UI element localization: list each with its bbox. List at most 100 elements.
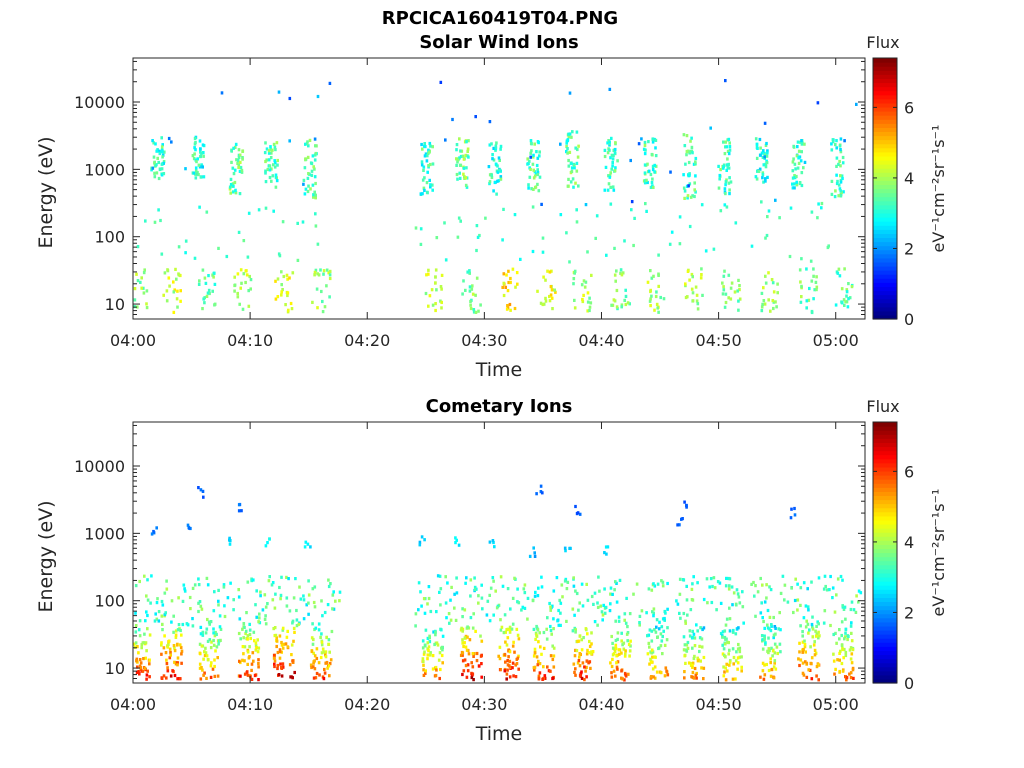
heatmap-cell <box>701 293 704 297</box>
heatmap-cell <box>810 279 814 283</box>
heatmap-cell <box>586 291 590 295</box>
heatmap-cell <box>855 102 858 106</box>
heatmap-cell <box>556 619 559 623</box>
heatmap-cell <box>584 669 587 673</box>
heatmap-cell <box>534 631 538 635</box>
colorbar-segment <box>873 168 897 173</box>
heatmap-cell <box>724 642 727 646</box>
colorbar-segment <box>873 560 897 566</box>
heatmap-cell <box>840 643 844 647</box>
heatmap-cell <box>605 552 608 556</box>
heatmap-cell <box>596 605 600 609</box>
heatmap-cell <box>652 611 655 615</box>
heatmap-cell <box>472 310 476 314</box>
y-axis-title: Energy (eV) <box>35 136 57 248</box>
heatmap-cell <box>651 140 655 144</box>
heatmap-cell <box>144 219 147 223</box>
heatmap-cell <box>536 594 540 598</box>
heatmap-cell <box>261 608 265 612</box>
heatmap-cell <box>668 242 672 246</box>
heatmap-cell <box>477 309 480 313</box>
heatmap-cell <box>815 632 819 636</box>
heatmap-cell <box>286 293 289 298</box>
heatmap-cell <box>270 151 273 155</box>
heatmap-cell <box>842 607 846 611</box>
heatmap-cell <box>582 636 585 640</box>
heatmap-cell <box>611 641 614 645</box>
heatmap-cell <box>440 653 444 658</box>
heatmap-cell <box>239 268 243 272</box>
heatmap-cell <box>169 674 173 678</box>
heatmap-cell <box>156 156 159 160</box>
heatmap-cell <box>604 605 608 609</box>
heatmap-cell <box>727 181 731 185</box>
heatmap-cell <box>422 165 426 169</box>
heatmap-cell <box>647 587 651 591</box>
heatmap-cell <box>205 654 209 658</box>
heatmap-cell <box>304 157 307 161</box>
heatmap-cell <box>320 640 324 644</box>
heatmap-cell <box>789 516 793 520</box>
heatmap-cell <box>813 648 817 652</box>
heatmap-cell <box>764 177 767 181</box>
heatmap-cell <box>581 661 585 665</box>
heatmap-cell <box>564 549 567 553</box>
heatmap-cell <box>437 658 441 662</box>
heatmap-cell <box>526 162 529 166</box>
heatmap-cell <box>807 298 811 302</box>
colorbar-segment <box>873 204 897 210</box>
heatmap-cell <box>640 609 644 613</box>
heatmap-cell <box>198 205 201 209</box>
heatmap-cell <box>209 675 213 679</box>
heatmap-cell <box>648 299 652 303</box>
heatmap-cell <box>571 607 575 611</box>
heatmap-cell <box>151 139 154 143</box>
heatmap-cell <box>533 668 536 672</box>
heatmap-cell <box>428 634 431 638</box>
heatmap-cell <box>580 676 584 680</box>
heatmap-cell <box>804 660 807 664</box>
heatmap-cell <box>137 670 140 674</box>
heatmap-cell <box>434 302 437 306</box>
heatmap-cell <box>643 181 647 185</box>
heatmap-cell <box>813 288 816 292</box>
heatmap-cell <box>688 182 692 186</box>
heatmap-cell <box>773 625 777 629</box>
heatmap-cell <box>728 145 732 149</box>
colorbar-segment <box>873 225 897 230</box>
heatmap-cell <box>522 587 526 591</box>
heatmap-cell <box>595 214 599 218</box>
heatmap-cell <box>692 656 696 661</box>
heatmap-cell <box>736 647 740 651</box>
heatmap-cell <box>322 677 326 681</box>
heatmap-cell <box>839 174 842 178</box>
heatmap-cell <box>542 275 545 279</box>
heatmap-cell <box>581 299 585 304</box>
heatmap-cell <box>266 602 269 606</box>
heatmap-cell <box>688 150 691 154</box>
heatmap-cell <box>771 654 774 658</box>
heatmap-cell <box>526 617 529 621</box>
heatmap-cell <box>136 279 140 283</box>
heatmap-cell <box>685 643 689 647</box>
heatmap-cell <box>287 577 290 581</box>
heatmap-cell <box>530 149 533 153</box>
heatmap-cell <box>816 620 819 624</box>
heatmap-cell <box>474 293 477 297</box>
heatmap-cell <box>311 300 314 304</box>
heatmap-cell <box>246 580 250 584</box>
heatmap-cell <box>531 598 535 602</box>
heatmap-cell <box>418 540 422 544</box>
heatmap-cell <box>183 589 187 593</box>
heatmap-cell <box>603 611 607 615</box>
heatmap-cell <box>217 246 220 250</box>
heatmap-cell <box>535 492 538 496</box>
heatmap-cell <box>761 616 764 620</box>
heatmap-cell <box>838 637 841 641</box>
heatmap-cell <box>590 631 593 635</box>
heatmap-cell <box>581 297 584 302</box>
heatmap-cell <box>204 281 208 285</box>
heatmap-cell <box>841 578 844 582</box>
heatmap-cell <box>306 176 310 180</box>
heatmap-cell <box>307 593 311 597</box>
